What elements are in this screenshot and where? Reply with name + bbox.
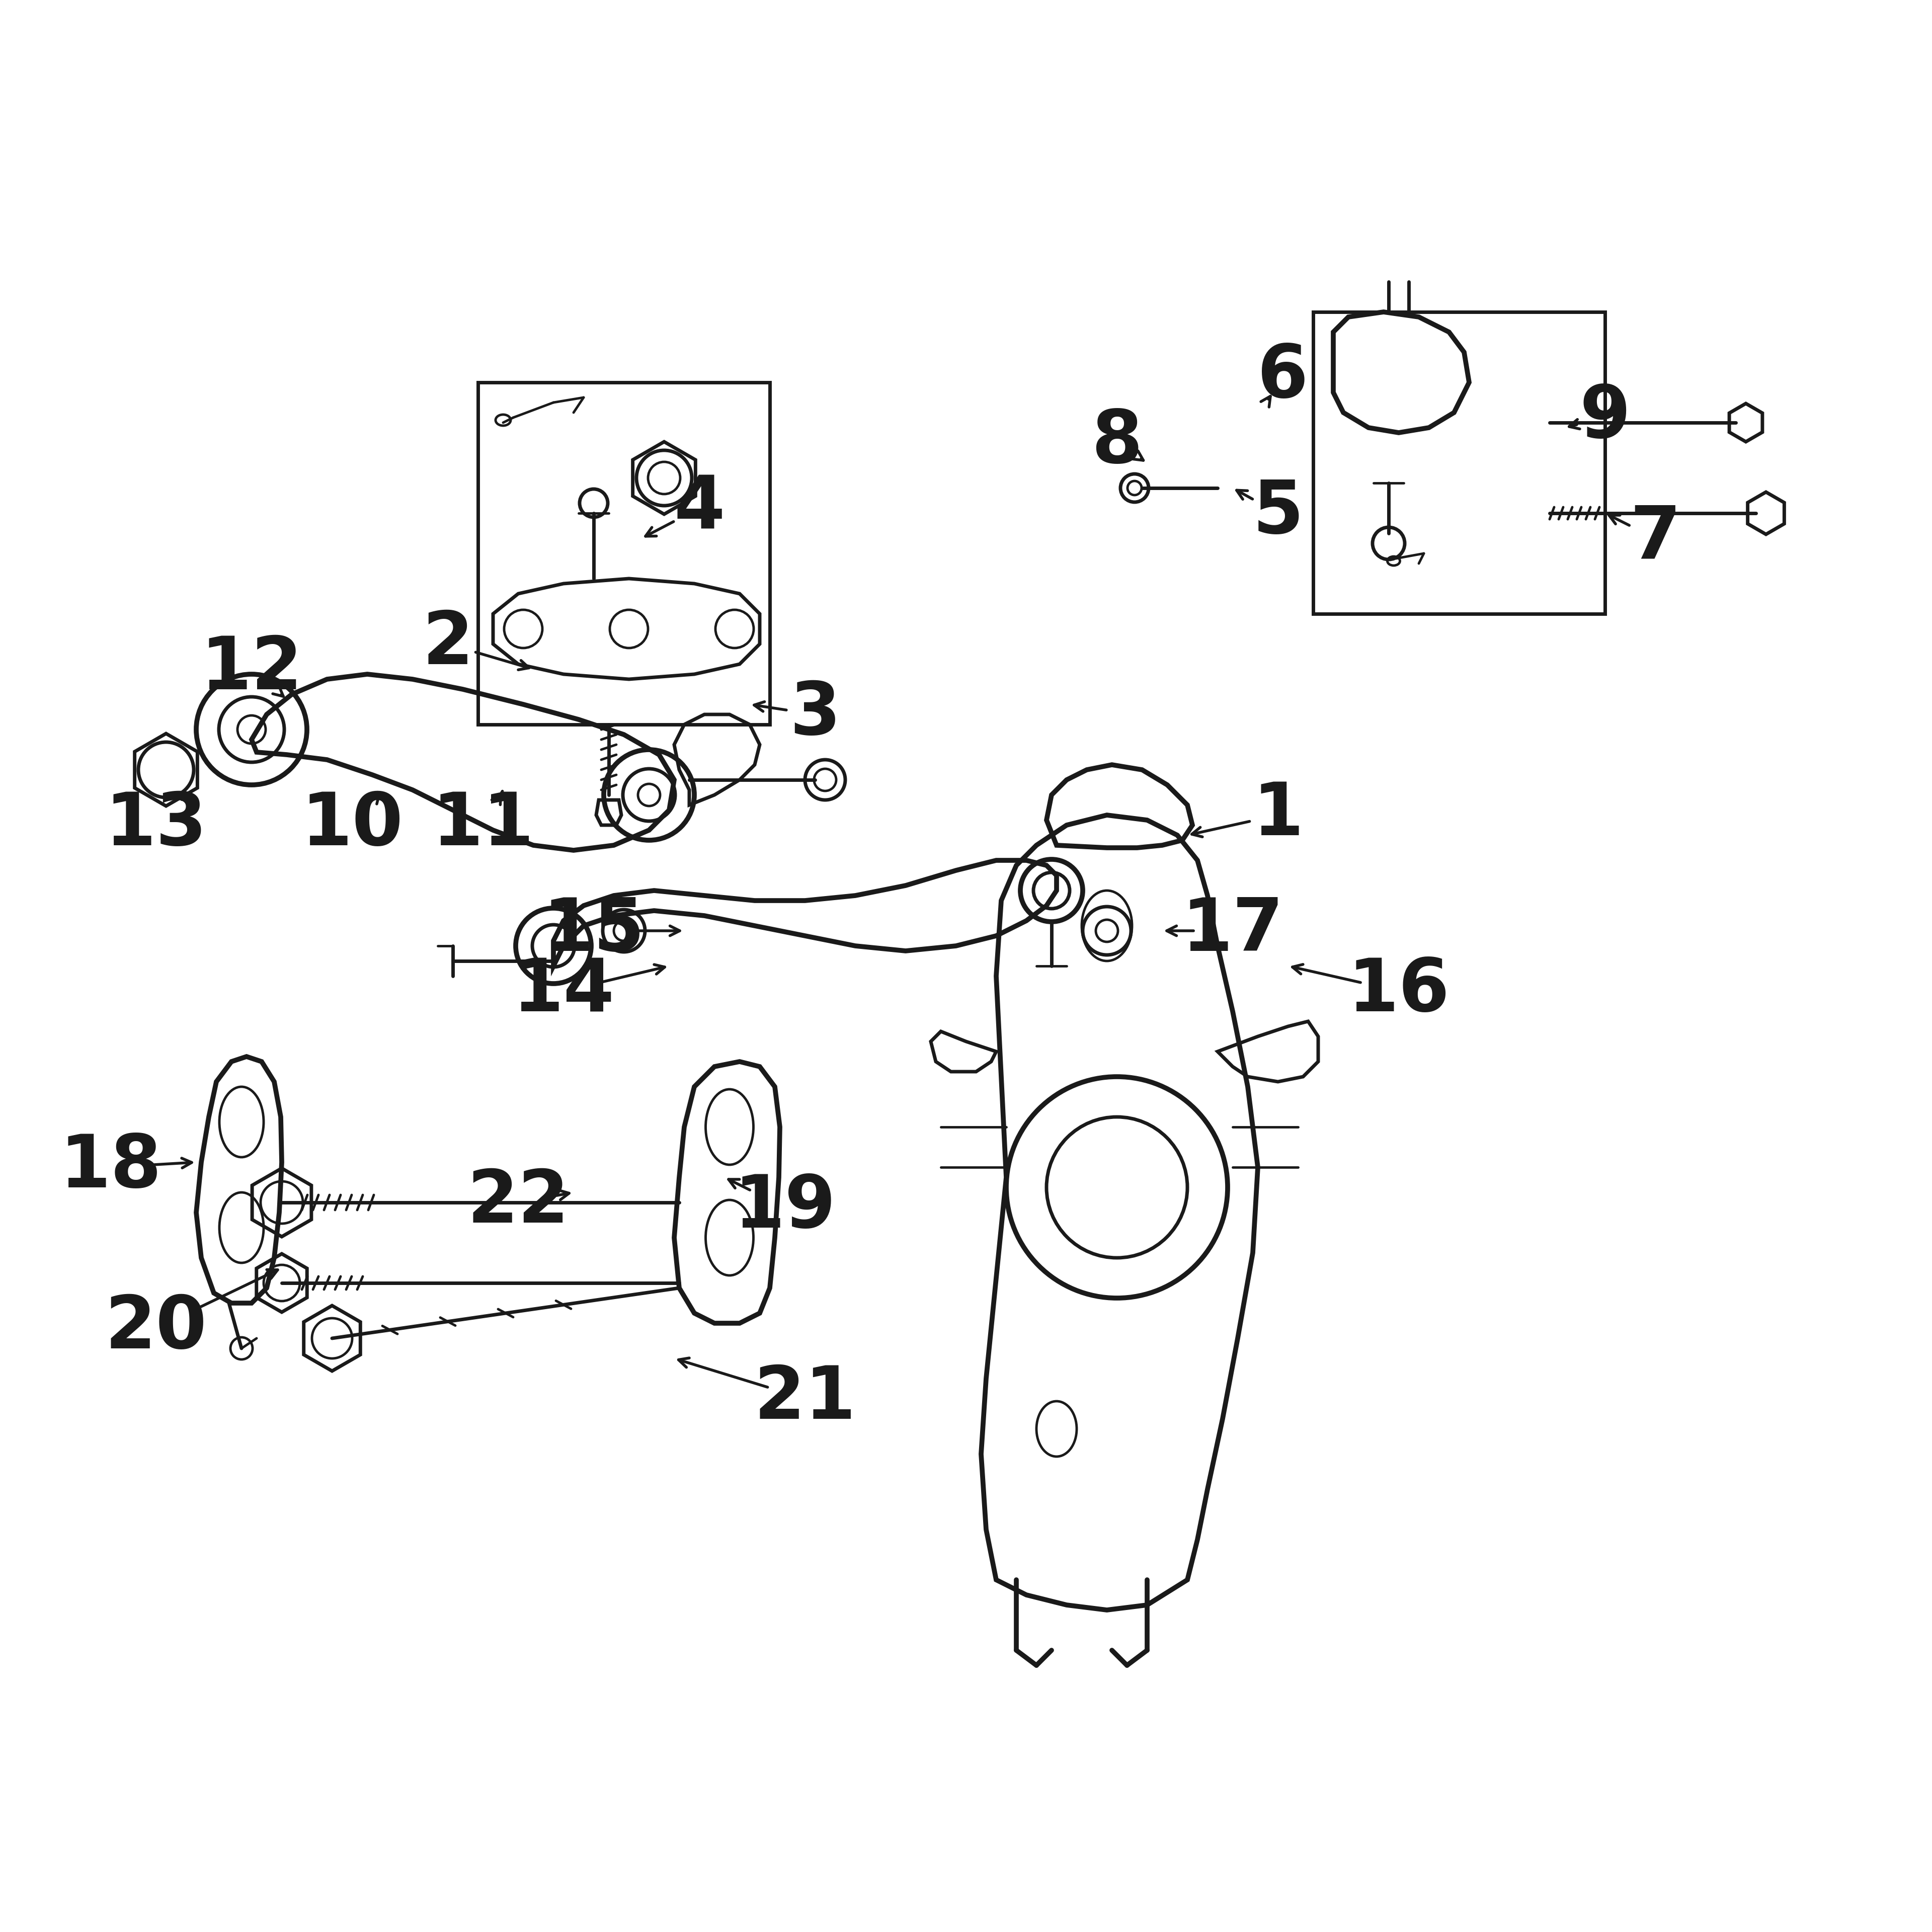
Text: 9: 9 (1580, 383, 1631, 454)
Text: 15: 15 (543, 895, 645, 966)
Text: 20: 20 (104, 1293, 207, 1364)
Text: 16: 16 (1349, 956, 1449, 1026)
Text: 21: 21 (753, 1364, 856, 1434)
Text: 2: 2 (423, 609, 473, 680)
Bar (1314, 311, 1605, 614)
Text: 12: 12 (201, 634, 303, 705)
Text: 18: 18 (60, 1132, 162, 1204)
Text: 3: 3 (790, 678, 840, 750)
Text: 11: 11 (433, 790, 533, 860)
Text: 22: 22 (468, 1167, 570, 1238)
Text: 17: 17 (1182, 895, 1283, 966)
Text: 6: 6 (1258, 342, 1308, 413)
Bar (477, 383, 769, 725)
Text: 10: 10 (301, 790, 404, 860)
Text: 1: 1 (1252, 781, 1304, 850)
Text: 13: 13 (104, 790, 207, 860)
Text: 4: 4 (674, 473, 725, 543)
Text: 5: 5 (1252, 477, 1304, 549)
Text: 8: 8 (1092, 408, 1142, 479)
Text: 7: 7 (1631, 502, 1681, 574)
Text: 14: 14 (512, 956, 614, 1026)
Text: 19: 19 (734, 1173, 837, 1242)
